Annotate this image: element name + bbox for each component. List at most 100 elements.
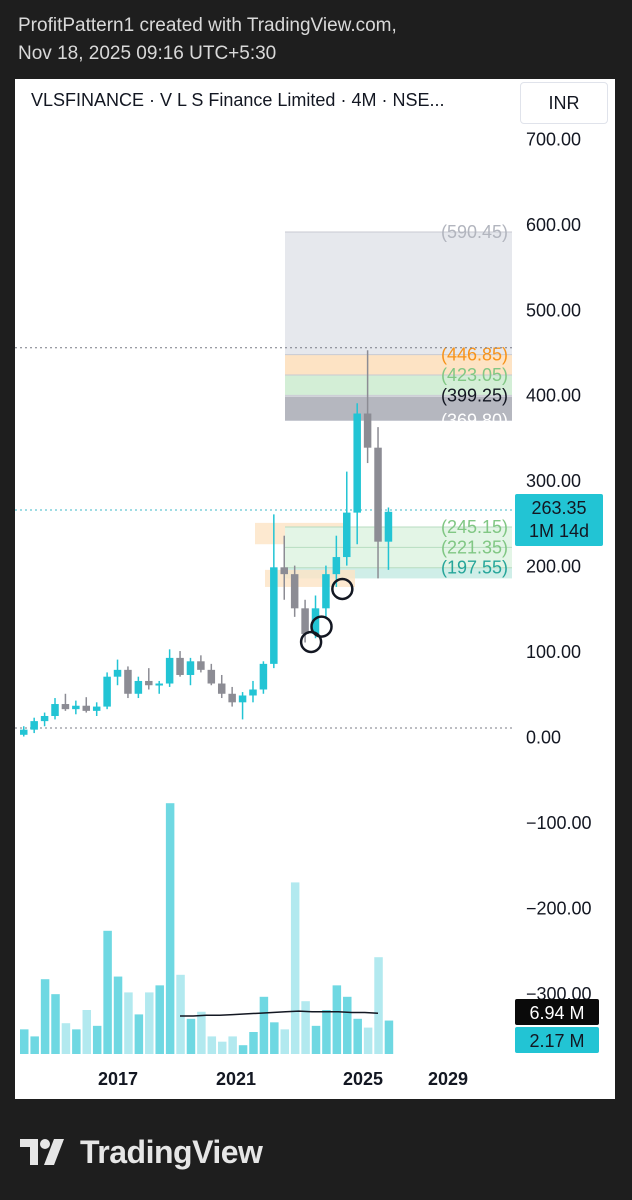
volume-bar — [186, 1018, 196, 1054]
volume-bar — [176, 974, 185, 1054]
volume-bar — [322, 1010, 331, 1054]
volume-bar — [311, 1025, 321, 1054]
volume-bar — [30, 1036, 39, 1054]
candle-body — [124, 669, 132, 694]
y-tick-label: 600.00 — [526, 215, 581, 235]
candle-body — [103, 676, 111, 707]
fib-zone-dark — [285, 396, 512, 421]
volume-bar — [92, 1025, 102, 1054]
candle-body — [322, 574, 330, 609]
fib-lower-label: (197.55) — [441, 558, 508, 578]
volume-bar — [384, 1020, 394, 1054]
volume-bar — [290, 882, 300, 1054]
volume-bar — [353, 1018, 362, 1054]
brand-name: TradingView — [80, 1133, 263, 1170]
y-tick-label: 0.00 — [526, 728, 561, 748]
fib-zone-grey — [285, 231, 512, 355]
volume-bar — [124, 992, 133, 1054]
candle-body — [82, 705, 91, 711]
volume-bar — [249, 1032, 258, 1054]
volume-total-value: 6.94 M — [529, 1003, 584, 1023]
candle-body — [363, 413, 372, 448]
candle-body — [197, 661, 205, 670]
x-tick-label: 2021 — [216, 1069, 256, 1089]
volume-bar — [72, 1029, 81, 1054]
y-tick-label: 500.00 — [526, 300, 581, 320]
candle-body — [155, 683, 163, 686]
volume-bar — [155, 985, 164, 1054]
volume-bar — [332, 985, 342, 1054]
candle-body — [280, 567, 288, 575]
candle-body — [384, 511, 393, 542]
fib-level-label: (590.45) — [441, 222, 508, 242]
timestamp-line: Nov 18, 2025 09:16 UTC+5:30 — [18, 43, 277, 64]
y-tick-label: 700.00 — [526, 129, 581, 149]
circle-marker — [310, 615, 333, 638]
volume-bar — [40, 979, 50, 1054]
candle-body — [113, 669, 122, 677]
volume-bar — [82, 1010, 92, 1054]
x-tick-label: 2017 — [98, 1069, 138, 1089]
candle-body — [290, 574, 299, 609]
candle-body — [72, 705, 80, 710]
fib-zone-orange — [285, 354, 512, 376]
volume-bar — [374, 957, 383, 1054]
fib-lower-label: (245.15) — [441, 517, 508, 537]
y-tick-label: −100.00 — [526, 813, 592, 833]
volume-bar — [197, 1011, 206, 1054]
candle-body — [61, 704, 70, 710]
candle-body — [353, 413, 361, 513]
last-price-value: 263.35 — [531, 498, 586, 518]
chart-header: ProfitPattern1 created with TradingView.… — [18, 12, 397, 68]
y-tick-label: 100.00 — [526, 642, 581, 662]
candle-body — [134, 680, 143, 694]
volume-bar — [165, 803, 175, 1054]
candle-body — [332, 557, 341, 575]
volume-bar — [207, 1036, 217, 1054]
tradingview-logo[interactable]: TradingView — [18, 1132, 263, 1172]
candle-body — [207, 669, 216, 684]
candle-body — [92, 706, 101, 711]
candle-body — [145, 680, 153, 686]
fib-lower-zone-orange-2 — [265, 569, 355, 587]
x-tick-label: 2029 — [428, 1069, 468, 1089]
volume-bar — [103, 930, 112, 1054]
candle-body — [228, 693, 236, 703]
volume-bar — [113, 976, 123, 1054]
volume-bar — [134, 1014, 144, 1054]
candle-body — [51, 704, 59, 716]
price-chart[interactable]: 700.00 600.00 500.00 400.00 300.00 200.00 100.… — [15, 79, 615, 1099]
candle-body — [186, 661, 195, 675]
chart-title[interactable]: VLSFINANCE · V L S Finance Limited · 4M … — [31, 90, 445, 110]
fib-level-label: (369.80) — [441, 411, 508, 431]
currency-button[interactable]: INR — [520, 82, 608, 124]
tradingview-logo-icon — [20, 1139, 64, 1165]
author-line: ProfitPattern1 created with TradingView.… — [18, 15, 397, 36]
candle-body — [259, 663, 268, 690]
chart-panel[interactable]: 700.00 600.00 500.00 400.00 300.00 200.00 100.… — [15, 79, 615, 1099]
fib-level-label: (399.25) — [441, 385, 508, 405]
candle-body — [30, 721, 38, 730]
x-tick-label: 2025 — [343, 1069, 383, 1089]
candle-body — [238, 695, 247, 703]
fib-lower-label: (221.35) — [441, 537, 508, 557]
y-tick-label: 200.00 — [526, 557, 581, 577]
candle-body — [217, 683, 226, 694]
volume-bar — [20, 1029, 29, 1054]
circle-marker — [299, 630, 323, 654]
candle-body — [343, 512, 351, 558]
candle-body — [165, 657, 174, 684]
fib-level-label: (423.05) — [441, 365, 508, 385]
last-price-badge — [515, 494, 603, 547]
fib-level-label: (446.85) — [441, 345, 508, 365]
candle-body — [311, 608, 320, 634]
candle-body — [249, 689, 257, 696]
volume-bar — [61, 1023, 71, 1054]
candle-body — [40, 715, 49, 722]
volume-bar — [259, 996, 269, 1054]
volume-bar — [238, 1045, 248, 1054]
candle-body — [20, 729, 28, 735]
volume-bar — [301, 1001, 310, 1054]
volume-bar — [343, 996, 352, 1054]
volume-bar — [280, 1029, 289, 1054]
